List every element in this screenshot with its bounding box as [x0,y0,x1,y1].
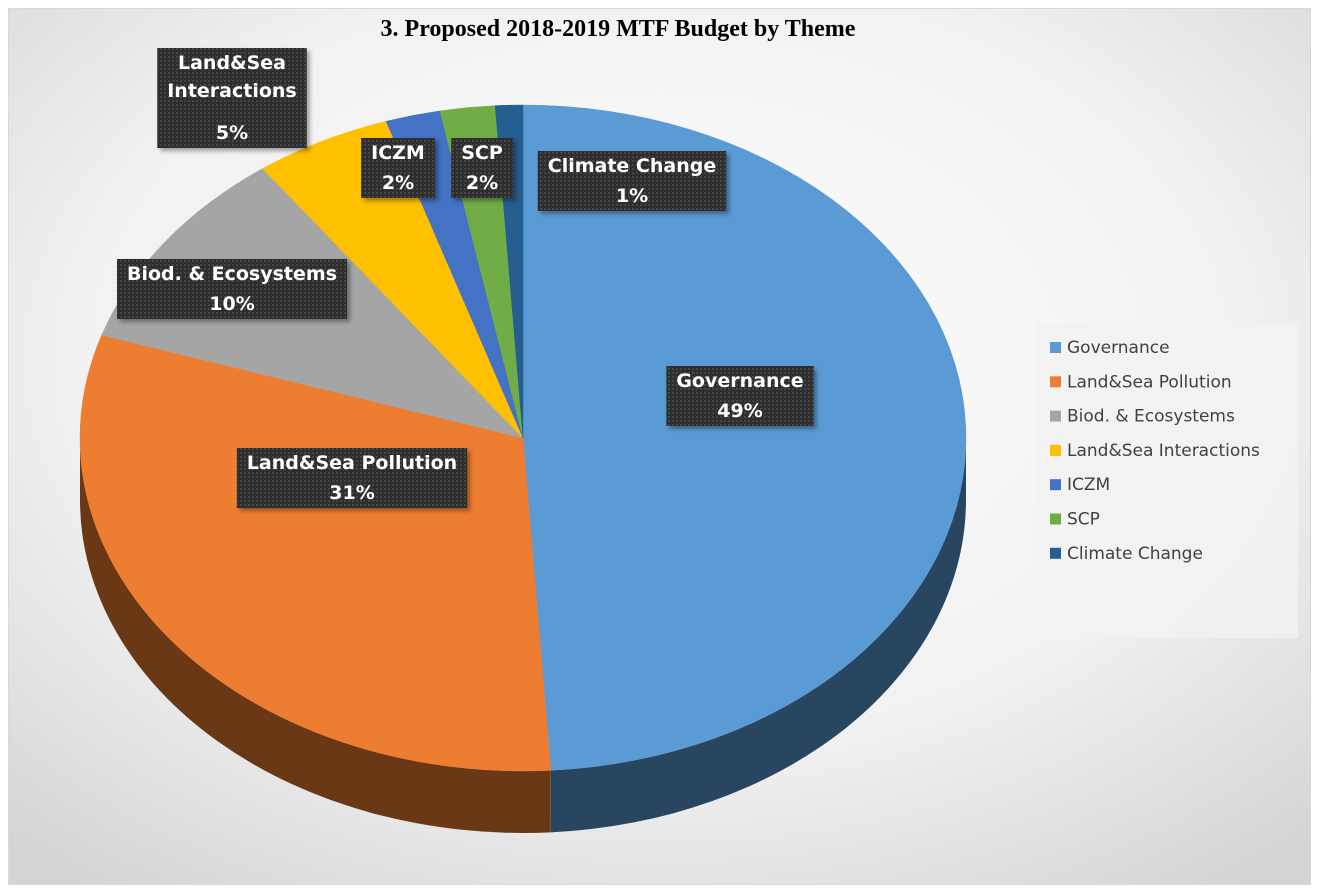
data-label: Biod. & Ecosystems 10% [116,259,348,319]
data-label-value: 2% [382,172,414,194]
legend-label: Climate Change [1067,544,1203,564]
legend-swatch [1050,410,1061,422]
data-label-name: Climate Change [548,155,716,177]
pie-side [550,438,966,833]
legend-label: Land&Sea Interactions [1067,441,1260,461]
data-label: Governance 49% [666,366,814,426]
data-label: ICZM 2% [361,138,435,198]
data-label: Climate Change 1% [537,151,727,211]
data-label-name: Land&Sea Interactions [167,52,297,102]
legend-swatch [1050,513,1061,525]
data-label-box [157,48,307,148]
legend-swatch [1050,479,1061,491]
data-label-box [236,448,468,508]
data-label-box [537,151,727,211]
data-label-value: 2% [466,172,498,194]
legend-swatch [1050,444,1061,456]
pie-slice [79,334,552,772]
data-label-box [361,138,435,198]
data-label-box [116,259,348,319]
pie-slice [522,104,967,771]
data-label-name: Land&Sea Pollution [247,452,457,474]
legend [1036,323,1298,638]
legend-label: ICZM [1067,475,1110,495]
data-label-name: ICZM [371,142,425,164]
data-label-value: 49% [717,400,762,422]
legend-label: SCP [1067,510,1100,530]
data-label: Land&Sea Interactions 5% [157,48,307,148]
data-label-value: 5% [216,122,248,144]
legend-swatch [1050,376,1061,388]
data-label-box [666,366,814,426]
data-label: Land&Sea Pollution 31% [236,448,468,508]
legend-label: Biod. & Ecosystems [1067,407,1235,427]
data-label: SCP 2% [451,138,513,198]
legend-swatch [1050,547,1061,559]
legend-swatch [1050,342,1061,353]
data-label-name: Biod. & Ecosystems [127,263,337,285]
data-label-value: 1% [616,185,648,207]
data-label-name: Governance [676,370,803,392]
data-label-value: 10% [209,293,254,315]
data-label-name: SCP [461,142,503,164]
legend-label: Land&Sea Pollution [1067,372,1232,392]
data-label-box [451,138,513,198]
data-label-value: 31% [329,482,374,504]
chart-title: 3. Proposed 2018-2019 MTF Budget by Them… [381,16,856,42]
pie-side [80,438,551,833]
legend-label: Governance [1067,338,1170,358]
